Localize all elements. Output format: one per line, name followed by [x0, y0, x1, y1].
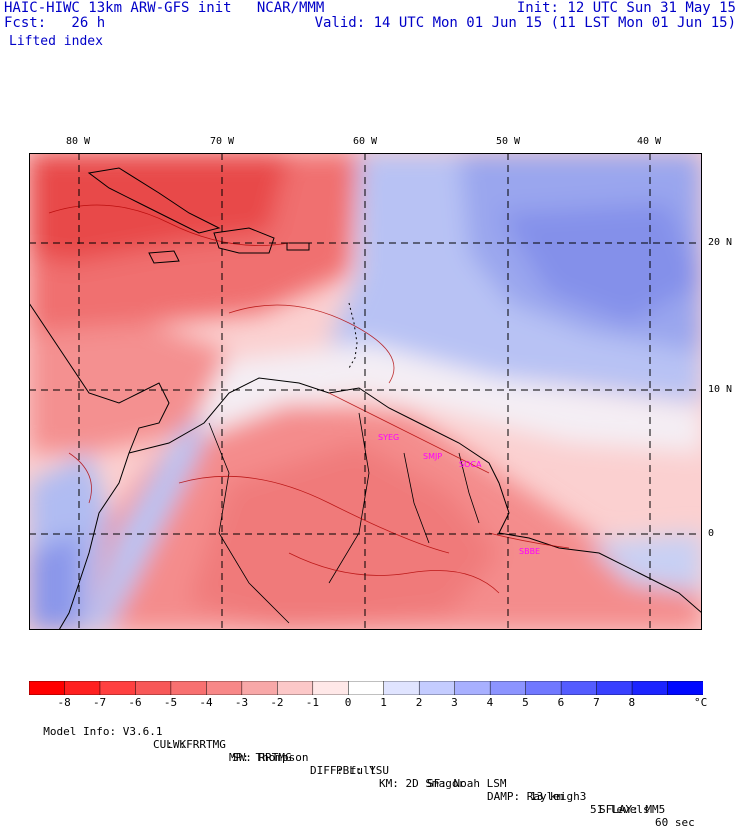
colorbar-label: 5 [522, 696, 529, 709]
colorbar-swatch [64, 680, 101, 696]
li-contours [48, 204, 570, 594]
map-frame [29, 153, 702, 630]
colorbar-swatch [135, 680, 172, 696]
colorbar-label: 0 [344, 696, 352, 709]
colorbar-label: -8 [57, 696, 71, 709]
colorbar-label: -4 [199, 696, 213, 709]
colorbar-label: 7 [593, 696, 600, 709]
colorbar-label: 8 [628, 696, 636, 709]
km-scheme: KM: 2D Smagor [379, 777, 466, 790]
forecast-hour: Fcst: 26 h [4, 15, 106, 31]
colorbar-swatch [489, 680, 527, 696]
model-version: Model Info: V3.6.1 [43, 725, 163, 738]
lon-label-40w: 40 W [637, 136, 662, 147]
colorbar-label: -3 [234, 696, 249, 709]
lifted-index-map: SYEG SMJP SOCA SBBE [29, 153, 702, 630]
colorbar-swatch [667, 680, 704, 696]
colorbar-swatches [28, 680, 704, 696]
colorbar-swatch [99, 680, 137, 696]
colorbar-label: 3 [451, 696, 458, 709]
grid-lines [29, 153, 702, 630]
colorbar-swatch [206, 680, 243, 696]
colorbar-swatch [348, 680, 385, 696]
lon-label-70w: 70 W [210, 136, 235, 147]
colorbar-swatch [454, 680, 491, 696]
lon-label-80w: 80 W [66, 136, 91, 147]
model-info-line2: LW: RRTMG SW: RRTMG DIFF: full KM: 2D Sm… [153, 725, 665, 816]
station-labels: SYEG SMJP SOCA SBBE [378, 433, 540, 556]
lat-label-0: 0 [708, 528, 715, 539]
colorbar-label: 1 [380, 696, 387, 709]
colorbar-swatch [560, 680, 598, 696]
timestep: 60 sec [655, 816, 695, 829]
colorbar-label: 2 [415, 696, 423, 709]
colorbar-label: -5 [163, 696, 178, 709]
diff-scheme: DIFF: full [310, 764, 377, 777]
colorbar-swatch [28, 680, 66, 696]
colorbar-swatch [312, 680, 350, 696]
init-time: Init: 12 UTC Sun 31 May 15 [516, 0, 736, 16]
station-smjp: SMJP [423, 452, 442, 461]
colorbar-label: -6 [128, 696, 142, 709]
colorbar [28, 680, 704, 699]
damp-scheme: DAMP: Rayleigh3 [487, 790, 587, 803]
colorbar-swatch [525, 680, 562, 696]
lat-label-10n: 10 N [708, 384, 733, 395]
map-canvas: SYEG SMJP SOCA SBBE [29, 153, 702, 630]
lon-label-60w: 60 W [353, 136, 378, 147]
colorbar-label: 4 [486, 696, 494, 709]
valid-time: Valid: 14 UTC Mon 01 Jun 15 (11 LST Mon … [314, 15, 736, 31]
sflay-scheme: SFLAY: MM5 [599, 803, 666, 816]
colorbar-swatch [383, 680, 420, 696]
colorbar-swatch [241, 680, 279, 696]
colorbar-label: -2 [270, 696, 284, 709]
colorbar-swatch [596, 680, 633, 696]
station-syeg: SYEG [378, 433, 399, 442]
colorbar-label: 6 [557, 696, 565, 709]
field-name: Lifted index [9, 34, 103, 49]
model-info-line1: Model Info: V3.6.1 CU: KF MP: Thompson P… [30, 712, 695, 829]
sw-scheme: SW: RRTMG [232, 751, 292, 764]
colorbar-label: -1 [305, 696, 320, 709]
model-title: HAIC-HIWC 13km ARW-GFS init NCAR/MMM [4, 0, 325, 16]
station-sbbe: SBBE [519, 547, 540, 556]
colorbar-swatch [418, 680, 456, 696]
colorbar-swatch [277, 680, 314, 696]
colorbar-label: -7 [92, 696, 107, 709]
lon-label-50w: 50 W [496, 136, 521, 147]
lat-label-20n: 20 N [708, 237, 733, 248]
coastlines [29, 167, 702, 630]
station-soca: SOCA [459, 460, 482, 469]
colorbar-swatch [170, 680, 208, 696]
colorbar-swatch [631, 680, 669, 696]
colorbar-unit: °C [694, 696, 708, 709]
